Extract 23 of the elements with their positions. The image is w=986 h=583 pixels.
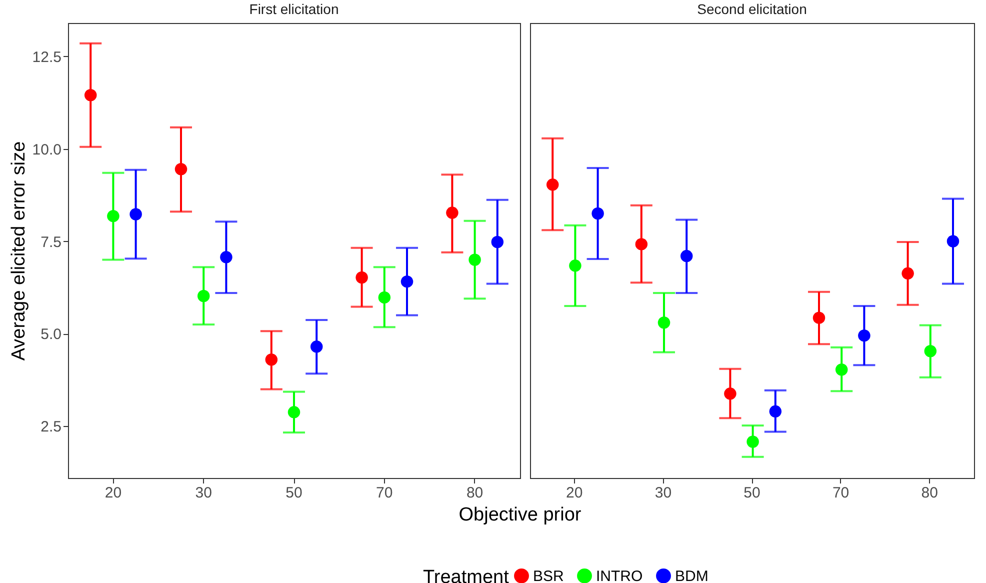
x-tick-label: 30	[654, 484, 672, 502]
legend-label: INTRO	[596, 568, 643, 583]
y-tick-label: 2.5	[40, 418, 62, 436]
x-tick-label: 20	[566, 484, 583, 502]
legend-label: BDM	[675, 568, 708, 583]
chart-title: Second elicitation	[697, 1, 807, 17]
legend-label: BSR	[533, 568, 564, 583]
chart-title: First elicitation	[249, 1, 339, 17]
x-tick-label: 70	[832, 484, 850, 502]
x-tick-label: 80	[921, 484, 938, 502]
x-tick-label: 20	[104, 484, 122, 502]
legend-title: Treatment	[423, 567, 510, 583]
y-tick-label: 10.0	[32, 141, 62, 158]
x-tick-label: 50	[286, 484, 302, 502]
x-tick-label: 70	[376, 484, 393, 502]
x-tick-label: 80	[466, 484, 484, 502]
y-axis-title: Average elicited error size	[8, 141, 30, 361]
x-axis-title: Objective prior	[458, 504, 582, 526]
y-tick-label: 5.0	[40, 326, 62, 344]
x-tick-label: 50	[744, 484, 760, 502]
x-tick-label: 30	[195, 484, 212, 502]
y-tick-label: 12.5	[32, 48, 62, 66]
y-tick-label: 7.5	[40, 234, 62, 251]
